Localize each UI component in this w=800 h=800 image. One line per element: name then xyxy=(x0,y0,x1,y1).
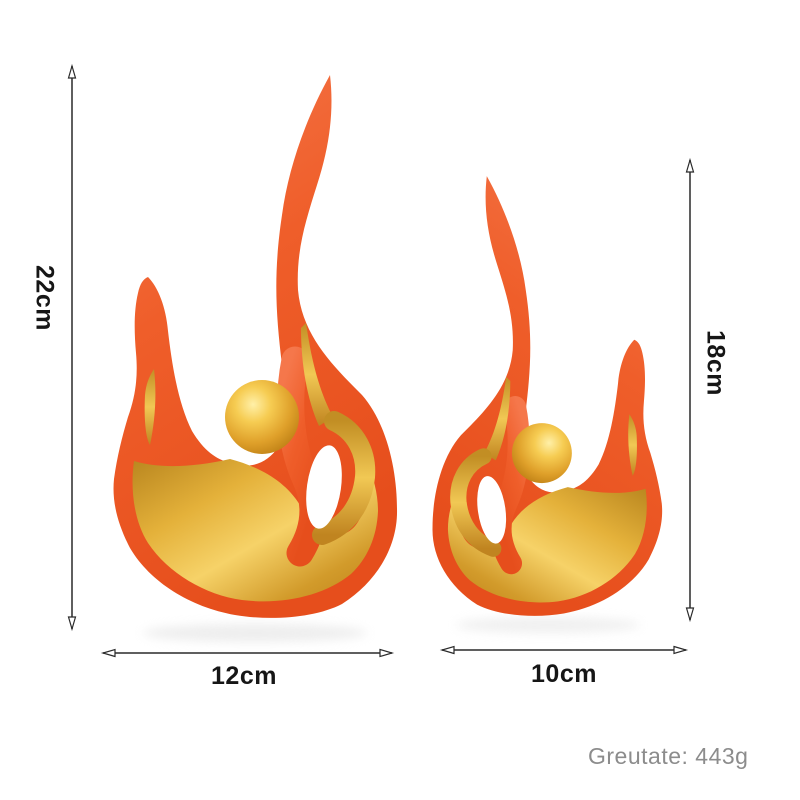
width-label-large: 12cm xyxy=(211,662,277,690)
figurine-large xyxy=(114,75,398,618)
shadow-large xyxy=(143,624,367,642)
width-label-small: 10cm xyxy=(531,660,597,688)
weight-label: Greutate: 443g xyxy=(588,743,748,769)
height-label-large: 22cm xyxy=(30,265,58,331)
shadow-small xyxy=(456,617,640,633)
figurine-small xyxy=(433,176,663,616)
height-label-small: 18cm xyxy=(701,330,729,396)
